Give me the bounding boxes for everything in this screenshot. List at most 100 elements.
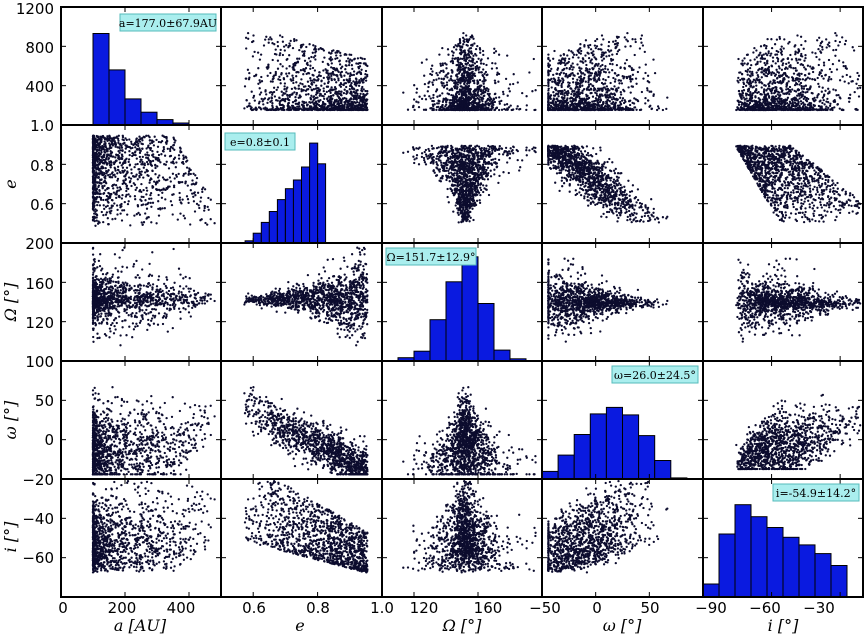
data-point xyxy=(107,205,109,207)
histogram-bar xyxy=(285,189,293,243)
data-point xyxy=(446,196,448,198)
data-point xyxy=(98,189,100,191)
data-point xyxy=(128,161,130,163)
data-point xyxy=(117,166,119,168)
histogram-bar xyxy=(815,554,831,597)
histogram-bar xyxy=(446,282,462,361)
data-point xyxy=(146,154,148,156)
data-point xyxy=(150,206,152,208)
histogram-bar xyxy=(293,180,301,243)
data-point xyxy=(126,167,128,169)
data-point xyxy=(95,141,97,143)
data-point xyxy=(145,157,147,159)
data-point xyxy=(161,192,163,194)
data-point xyxy=(498,159,500,161)
data-point xyxy=(144,162,146,164)
data-point xyxy=(141,139,143,141)
data-point xyxy=(134,184,136,186)
data-point xyxy=(207,206,209,208)
data-point xyxy=(199,200,201,202)
data-point xyxy=(133,214,135,216)
data-point xyxy=(121,219,123,221)
data-point xyxy=(105,167,107,169)
data-point xyxy=(208,209,210,211)
data-point xyxy=(139,214,141,216)
data-point xyxy=(92,150,94,152)
data-point xyxy=(150,197,152,199)
data-point xyxy=(119,171,121,173)
data-point xyxy=(134,150,136,152)
histogram-bar xyxy=(767,528,783,598)
data-point xyxy=(158,154,160,156)
data-point xyxy=(157,176,159,178)
data-point xyxy=(493,173,495,175)
data-point xyxy=(194,191,196,193)
data-point xyxy=(172,213,174,215)
data-point xyxy=(125,147,127,149)
data-point xyxy=(178,173,180,175)
data-point xyxy=(148,159,150,161)
data-point xyxy=(155,183,157,185)
data-point xyxy=(117,178,119,180)
data-point xyxy=(133,166,135,168)
histogram-bar xyxy=(93,34,109,126)
data-point xyxy=(107,200,109,202)
data-point xyxy=(210,199,212,201)
data-point xyxy=(122,183,124,185)
data-point xyxy=(156,181,158,183)
data-point xyxy=(164,189,166,191)
data-point xyxy=(92,167,94,169)
data-point xyxy=(129,154,131,156)
data-point xyxy=(103,185,105,187)
data-point xyxy=(153,144,155,146)
data-point xyxy=(126,171,128,173)
data-point xyxy=(141,163,143,165)
data-point xyxy=(158,141,160,143)
data-point xyxy=(150,147,152,149)
data-point xyxy=(113,191,115,193)
data-point xyxy=(157,194,159,196)
data-point xyxy=(100,197,102,199)
data-point xyxy=(125,190,127,192)
data-point xyxy=(156,165,158,167)
data-point xyxy=(165,179,167,181)
data-point xyxy=(113,141,115,143)
data-point xyxy=(122,167,124,169)
data-point xyxy=(98,152,100,154)
data-point xyxy=(203,209,205,211)
data-point xyxy=(108,142,110,144)
data-point xyxy=(113,202,115,204)
data-point xyxy=(97,220,99,222)
data-point xyxy=(147,144,149,146)
data-point xyxy=(147,202,149,204)
histogram-bar xyxy=(462,257,478,361)
data-point xyxy=(148,136,150,138)
data-point xyxy=(136,157,138,159)
data-point xyxy=(156,151,158,153)
histogram-Omega xyxy=(398,257,526,361)
data-point xyxy=(146,189,148,191)
data-point xyxy=(110,164,112,166)
data-point xyxy=(151,170,153,172)
data-point xyxy=(136,187,138,189)
data-point xyxy=(133,143,135,145)
data-point xyxy=(173,144,175,146)
data-point xyxy=(179,148,181,150)
data-point xyxy=(115,160,117,162)
histogram-bar xyxy=(590,414,606,479)
data-point xyxy=(418,146,420,148)
data-point xyxy=(121,164,123,166)
data-point xyxy=(139,156,141,158)
data-point xyxy=(126,139,128,141)
data-point xyxy=(111,199,113,201)
data-point xyxy=(107,174,109,176)
data-point xyxy=(164,207,166,209)
data-point xyxy=(202,186,204,188)
data-point xyxy=(115,197,117,199)
data-point xyxy=(157,159,159,161)
data-point xyxy=(140,159,142,161)
data-point xyxy=(116,172,118,174)
data-point xyxy=(119,143,121,145)
data-point xyxy=(98,192,100,194)
data-point xyxy=(185,157,187,159)
